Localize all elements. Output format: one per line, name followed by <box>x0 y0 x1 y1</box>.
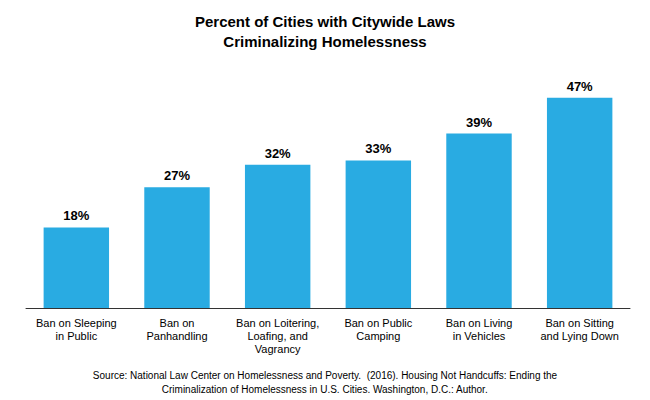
svg-text:18%: 18% <box>63 208 89 223</box>
svg-text:32%: 32% <box>265 146 291 161</box>
svg-text:Criminalization of Homelessnes: Criminalization of Homelessness in U.S. … <box>162 384 488 395</box>
svg-text:in Vehicles: in Vehicles <box>453 330 506 342</box>
svg-text:Criminalizing Homelessness: Criminalizing Homelessness <box>223 33 426 50</box>
svg-text:Panhandling: Panhandling <box>146 330 207 342</box>
svg-text:Source: National Law Center on: Source: National Law Center on Homelessn… <box>93 370 558 381</box>
svg-text:33%: 33% <box>365 141 391 156</box>
svg-text:Ban on Loitering,: Ban on Loitering, <box>236 317 319 329</box>
svg-text:Ban on Living: Ban on Living <box>446 317 513 329</box>
svg-text:27%: 27% <box>164 168 190 183</box>
svg-text:Ban on Public: Ban on Public <box>344 317 412 329</box>
svg-text:Percent of Cities with Citywid: Percent of Cities with Citywide Laws <box>195 13 455 30</box>
svg-text:Camping: Camping <box>356 330 400 342</box>
svg-text:Vagrancy: Vagrancy <box>255 343 301 355</box>
svg-text:in Public: in Public <box>56 330 98 342</box>
svg-text:Ban on: Ban on <box>160 317 195 329</box>
svg-text:47%: 47% <box>567 79 593 94</box>
svg-text:Ban on Sitting: Ban on Sitting <box>545 317 614 329</box>
svg-text:Loafing, and: Loafing, and <box>247 330 308 342</box>
svg-text:39%: 39% <box>466 115 492 130</box>
svg-text:Ban on Sleeping: Ban on Sleeping <box>36 317 117 329</box>
svg-text:and Lying Down: and Lying Down <box>540 330 618 342</box>
